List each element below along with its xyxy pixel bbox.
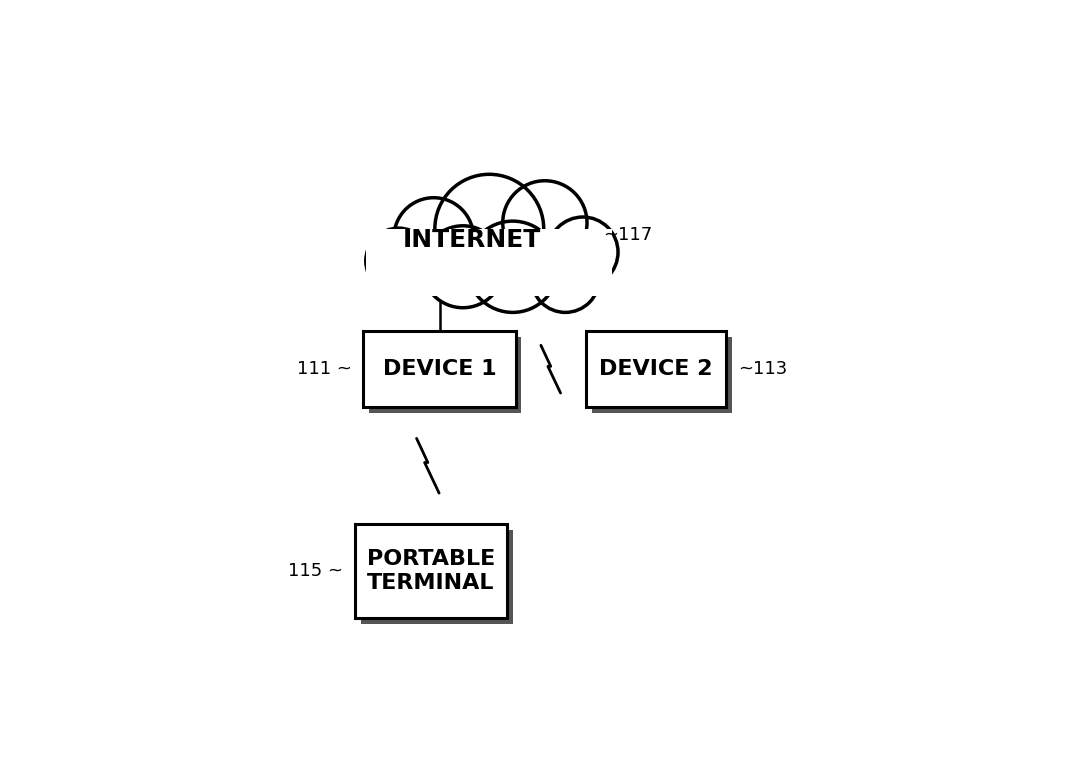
Bar xyxy=(366,229,613,296)
Bar xyxy=(369,337,521,413)
Bar xyxy=(364,229,615,299)
Circle shape xyxy=(547,217,618,287)
Circle shape xyxy=(394,198,473,277)
Circle shape xyxy=(434,174,544,283)
Text: 115 ~: 115 ~ xyxy=(288,562,343,580)
Text: DEVICE 1: DEVICE 1 xyxy=(382,359,496,379)
Circle shape xyxy=(422,226,504,308)
Text: ~117: ~117 xyxy=(604,226,653,243)
Text: ~113: ~113 xyxy=(738,360,787,378)
Text: DEVICE 2: DEVICE 2 xyxy=(599,359,712,379)
Bar xyxy=(585,331,727,407)
Text: PORTABLE
TERMINAL: PORTABLE TERMINAL xyxy=(367,549,495,593)
Text: INTERNET: INTERNET xyxy=(403,229,541,252)
Circle shape xyxy=(366,228,431,293)
Bar xyxy=(592,337,732,413)
Bar xyxy=(364,331,516,407)
Bar xyxy=(355,524,507,618)
Circle shape xyxy=(531,245,599,312)
Text: 111 ~: 111 ~ xyxy=(296,360,352,378)
Circle shape xyxy=(467,221,558,312)
Bar xyxy=(361,530,513,624)
Circle shape xyxy=(503,181,588,265)
